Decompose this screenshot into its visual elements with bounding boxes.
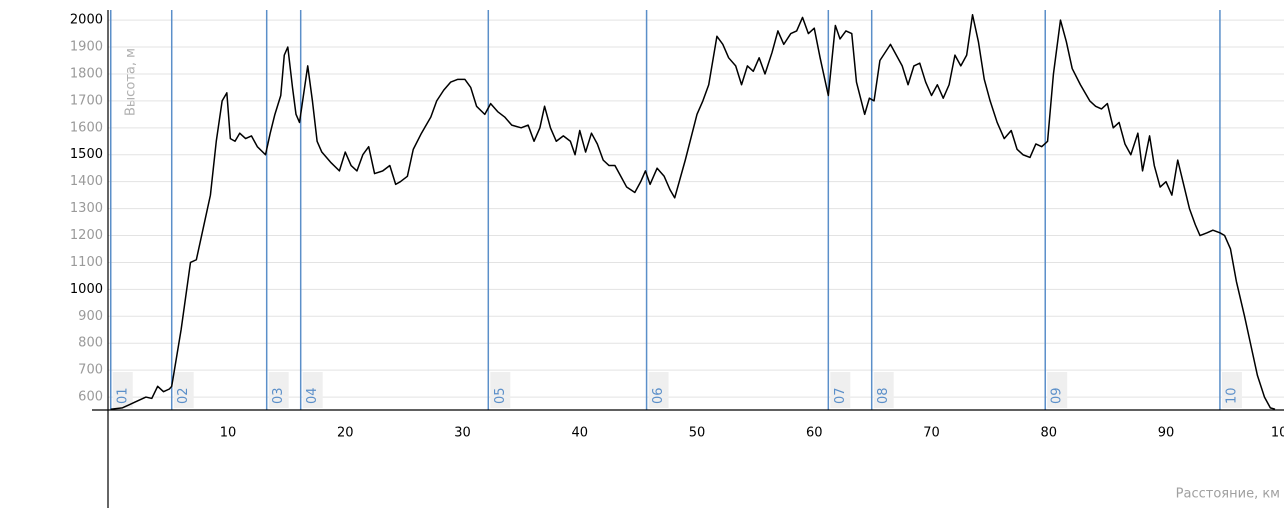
elevation-line — [110, 13, 1276, 410]
y-tick-label: 1900 — [70, 40, 103, 55]
x-tick-label: 20 — [337, 426, 354, 441]
y-tick-label: 1000 — [70, 282, 103, 297]
x-axis-label: Расстояние, км — [1176, 487, 1280, 502]
segment-label-bg — [648, 372, 669, 408]
x-tick-label: 90 — [1158, 426, 1175, 441]
segment-label: 04 — [305, 387, 320, 404]
y-tick-label: 1500 — [70, 147, 103, 162]
y-tick-label: 2000 — [70, 13, 103, 28]
segment-label: 09 — [1050, 387, 1065, 404]
segment-label: 05 — [493, 387, 508, 404]
segment-label: 10 — [1224, 387, 1239, 404]
segment-label-bg — [830, 372, 851, 408]
segment-label: 02 — [176, 387, 191, 404]
y-tick-label: 700 — [78, 363, 103, 378]
segment-label-bg — [112, 372, 133, 408]
y-axis-label: Высота, м — [124, 48, 139, 116]
x-tick-label: 60 — [806, 426, 823, 441]
x-tick-label: 80 — [1040, 426, 1057, 441]
y-tick-label: 600 — [78, 390, 103, 405]
x-tick-label: 50 — [689, 426, 706, 441]
y-tick-label: 1100 — [70, 255, 103, 270]
y-tick-label: 900 — [78, 309, 103, 324]
segment-label: 01 — [115, 387, 130, 404]
y-tick-label: 1600 — [70, 120, 103, 135]
segment-label: 08 — [876, 387, 891, 404]
x-tick-label: 70 — [923, 426, 940, 441]
x-tick-label: 100 — [1271, 426, 1284, 441]
segment-label: 07 — [833, 387, 848, 404]
segment-label-bg — [302, 372, 323, 408]
y-tick-label: 1300 — [70, 201, 103, 216]
y-tick-label: 1700 — [70, 93, 103, 108]
segment-label-bg — [1221, 372, 1242, 408]
y-tick-label: 1800 — [70, 66, 103, 81]
segment-label-bg — [173, 372, 194, 408]
segment-label: 03 — [271, 387, 286, 404]
x-tick-label: 40 — [571, 426, 588, 441]
segment-label-bg — [1047, 372, 1068, 408]
x-tick-label: 30 — [454, 426, 471, 441]
segment-label: 06 — [651, 387, 666, 404]
y-tick-label: 1400 — [70, 174, 103, 189]
segment-label-bg — [490, 372, 511, 408]
x-tick-label: 10 — [220, 426, 237, 441]
y-tick-label: 800 — [78, 336, 103, 351]
segment-label-bg — [268, 372, 289, 408]
segment-label-bg — [873, 372, 894, 408]
y-tick-label: 1200 — [70, 228, 103, 243]
